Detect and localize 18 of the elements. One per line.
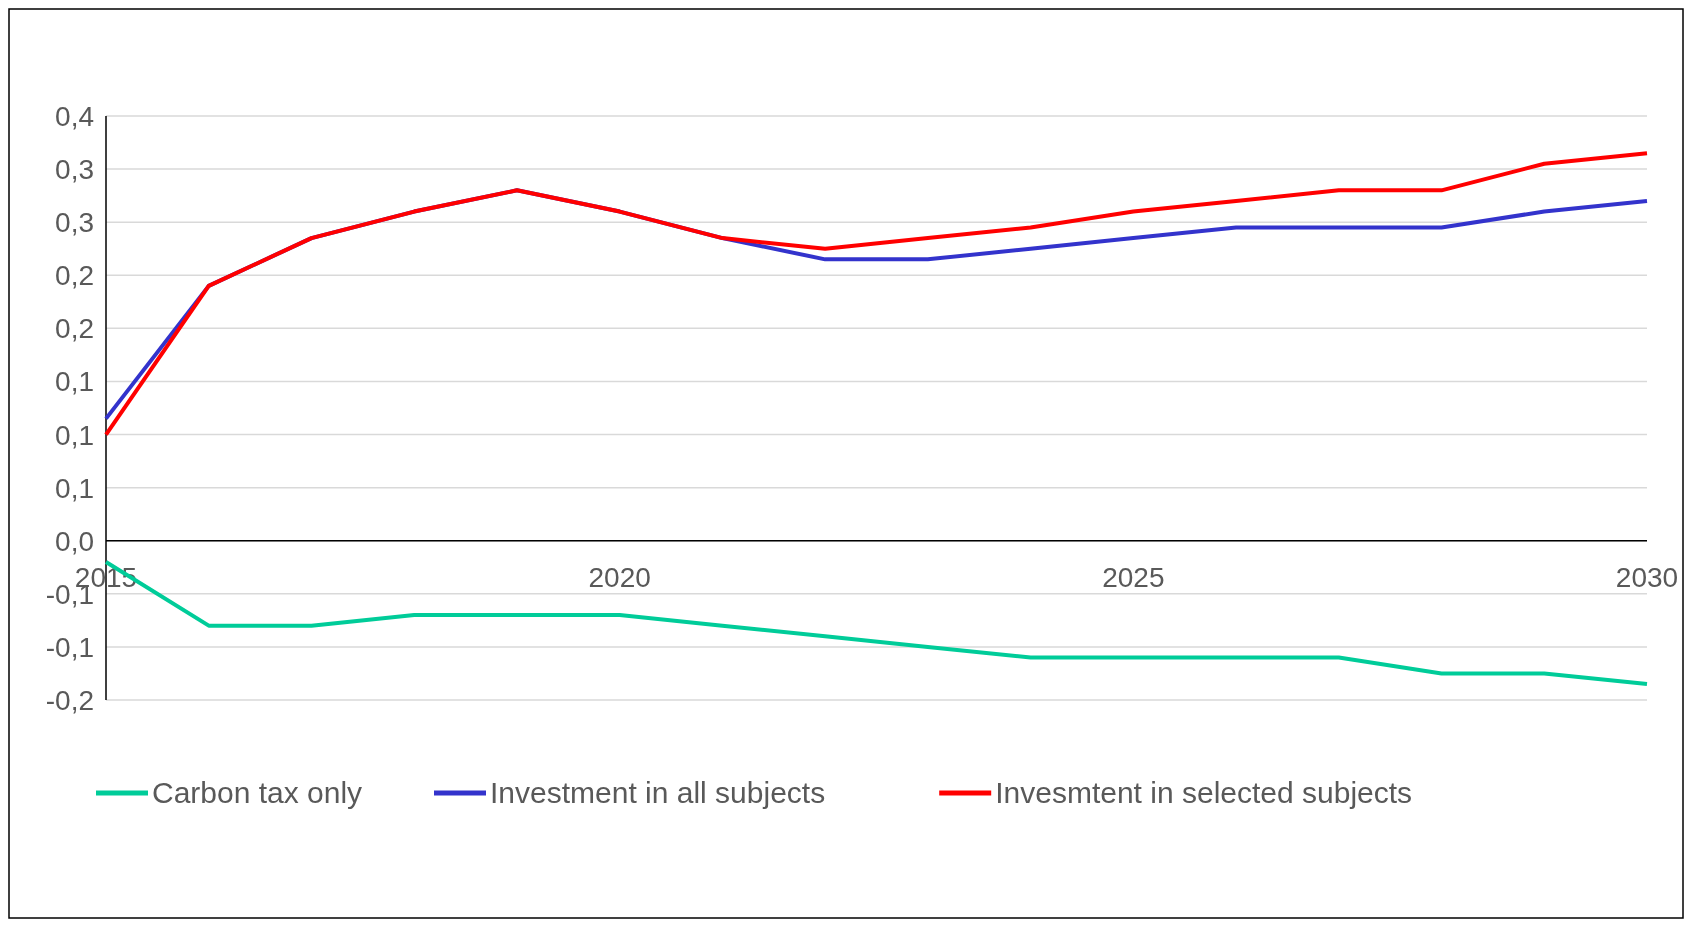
y-tick-label: 0,2 — [55, 313, 94, 345]
x-tick-label: 2020 — [588, 561, 651, 593]
y-tick-label: 0,3 — [55, 207, 94, 239]
line-series — [104, 151, 1649, 437]
legend-label: Carbon tax only — [152, 776, 363, 809]
legend-label: Investment in all subjects — [490, 776, 826, 809]
y-tick-label: 0,0 — [55, 525, 94, 557]
y-tick-label: 0,1 — [55, 472, 94, 504]
y-tick-label: -0,2 — [45, 685, 94, 716]
x-tick-label: 2025 — [1102, 561, 1165, 593]
y-tick-label: 0,1 — [55, 366, 94, 398]
y-tick-label: 0,3 — [55, 154, 94, 186]
y-tick-label: 0,4 — [55, 101, 94, 132]
y-tick-label: -0,1 — [45, 631, 94, 663]
y-tick-label: 0,1 — [55, 419, 94, 451]
y-tick-label: 0,2 — [55, 260, 94, 292]
x-tick-label: 2030 — [1615, 561, 1679, 593]
legend-label: Invesmtent in selected subjects — [995, 776, 1413, 809]
